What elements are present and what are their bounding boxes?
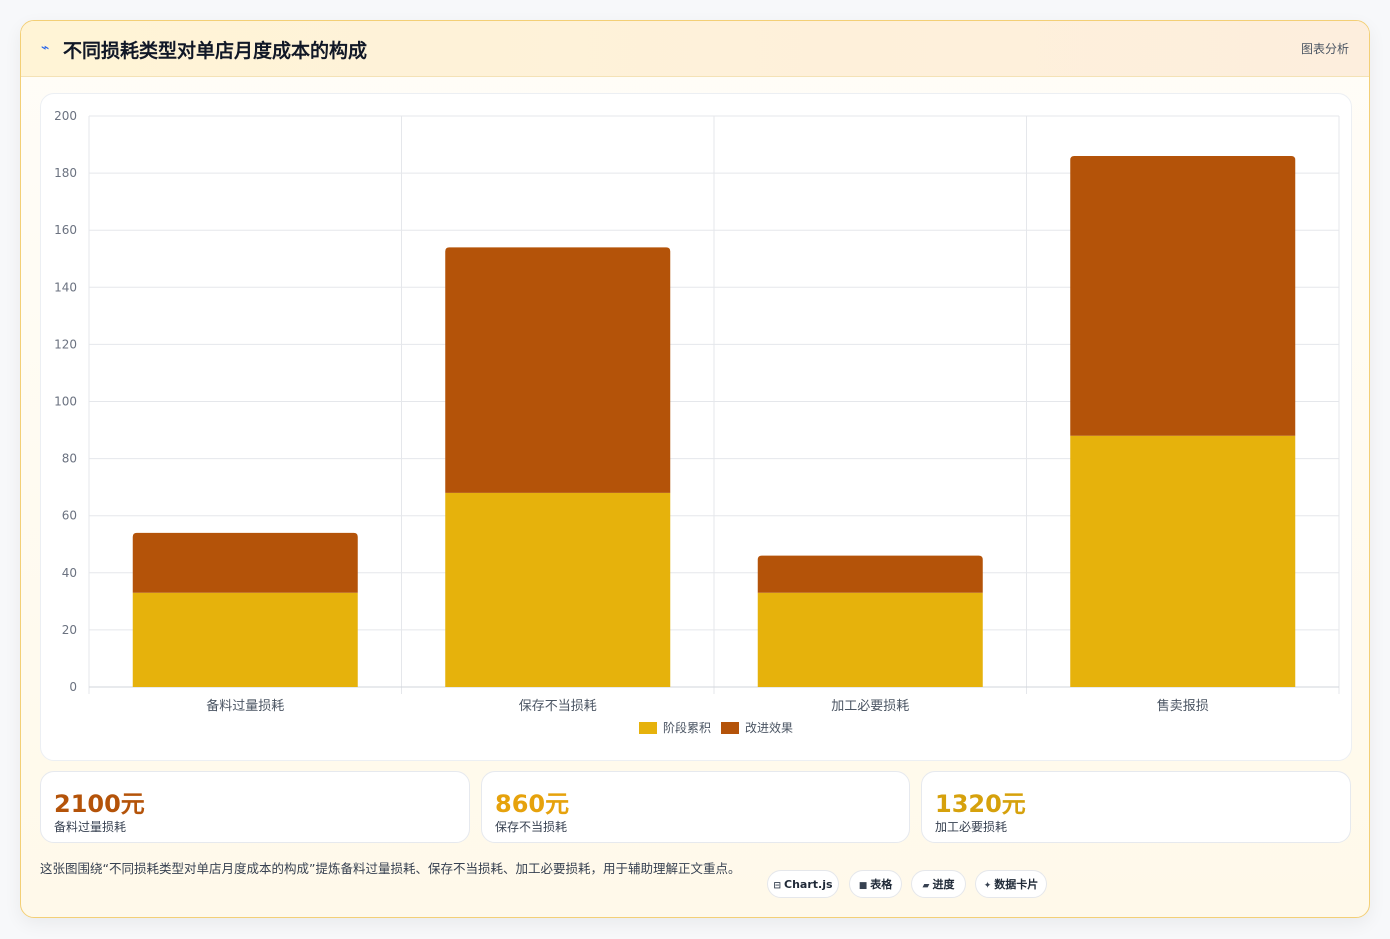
- kpi-card: 1320元 加工必要损耗: [921, 771, 1351, 843]
- y-tick-label: 60: [62, 509, 77, 523]
- chip-progress[interactable]: ▰ 进度: [911, 870, 966, 898]
- x-tick-label: 备料过量损耗: [206, 698, 284, 714]
- bar-segment: [132, 532, 358, 593]
- table-icon: ⊟: [773, 881, 782, 891]
- chip-data-cards[interactable]: ✦ 数据卡片: [975, 870, 1047, 898]
- chip-table[interactable]: ■ 表格: [849, 870, 902, 898]
- footer-description: 这张图围绕“不同损耗类型对单店月度成本的构成”提炼备料过量损耗、保存不当损耗、加…: [40, 861, 741, 876]
- page-title: 不同损耗类型对单店月度成本的构成: [63, 40, 368, 62]
- bar-segment: [445, 492, 671, 687]
- kpi-card: 2100元 备料过量损耗: [40, 771, 470, 843]
- kpi-label: 保存不当损耗: [495, 820, 568, 834]
- kpi-label: 加工必要损耗: [935, 820, 1008, 834]
- y-tick-label: 20: [62, 623, 77, 637]
- legend-swatch: [721, 722, 739, 734]
- card-header: ⌁ 不同损耗类型对单店月度成本的构成 图表分析: [21, 21, 1369, 77]
- y-tick-label: 120: [54, 337, 77, 351]
- kpi-value: 2100元: [54, 790, 145, 818]
- bar-segment: [757, 555, 983, 593]
- y-tick-label: 80: [62, 452, 77, 466]
- y-tick-label: 200: [54, 109, 77, 123]
- y-tick-label: 0: [69, 680, 77, 694]
- chip-label: 数据卡片: [994, 878, 1039, 891]
- grid-icon: ■: [858, 881, 868, 891]
- kpi-card: 860元 保存不当损耗: [481, 771, 910, 843]
- bar-segment: [1070, 435, 1296, 687]
- chip-chartjs[interactable]: ⊟ Chart.js: [767, 870, 839, 898]
- kpi-label: 备料过量损耗: [54, 820, 127, 834]
- kpi-value: 860元: [495, 790, 570, 818]
- y-tick-label: 100: [54, 395, 77, 409]
- y-tick-label: 40: [62, 566, 77, 580]
- chip-label: Chart.js: [784, 878, 833, 891]
- bar-segment: [445, 247, 671, 493]
- legend-label: 改进效果: [745, 720, 793, 735]
- y-tick-label: 160: [54, 223, 77, 237]
- stacked-bar-chart: 0 20 40 60 80 100 120 140 160 180 200 备料过量损耗 保存不当损耗 加…: [54, 109, 1340, 735]
- x-tick-label: 保存不当损耗: [519, 699, 597, 714]
- x-tick-label: 加工必要损耗: [831, 699, 909, 714]
- chart-card: ⌁ 不同损耗类型对单店月度成本的构成 图表分析 0 20 40 60 80 100 120 1…: [20, 20, 1370, 918]
- chart-container: 0 20 40 60 80 100 120 140 160 180 200 备料过量损耗 保存不当损耗 加…: [40, 93, 1352, 761]
- x-tick-label: 售卖报损: [1157, 698, 1209, 714]
- header-tag: 图表分析: [1300, 42, 1349, 56]
- chip-label: 表格: [870, 878, 893, 891]
- progress-icon: ▰: [922, 881, 930, 891]
- y-tick-label: 180: [54, 166, 77, 180]
- chip-label: 进度: [932, 878, 955, 891]
- legend-label: 阶段累积: [663, 720, 711, 735]
- legend-swatch: [639, 722, 657, 734]
- chart-line-icon: ⌁: [41, 40, 50, 56]
- sparkle-icon: ✦: [983, 881, 992, 891]
- bar-segment: [757, 592, 983, 687]
- bar-segment: [1070, 155, 1296, 436]
- kpi-value: 1320元: [935, 790, 1026, 818]
- y-tick-label: 140: [54, 280, 77, 294]
- bar-segment: [132, 592, 358, 687]
